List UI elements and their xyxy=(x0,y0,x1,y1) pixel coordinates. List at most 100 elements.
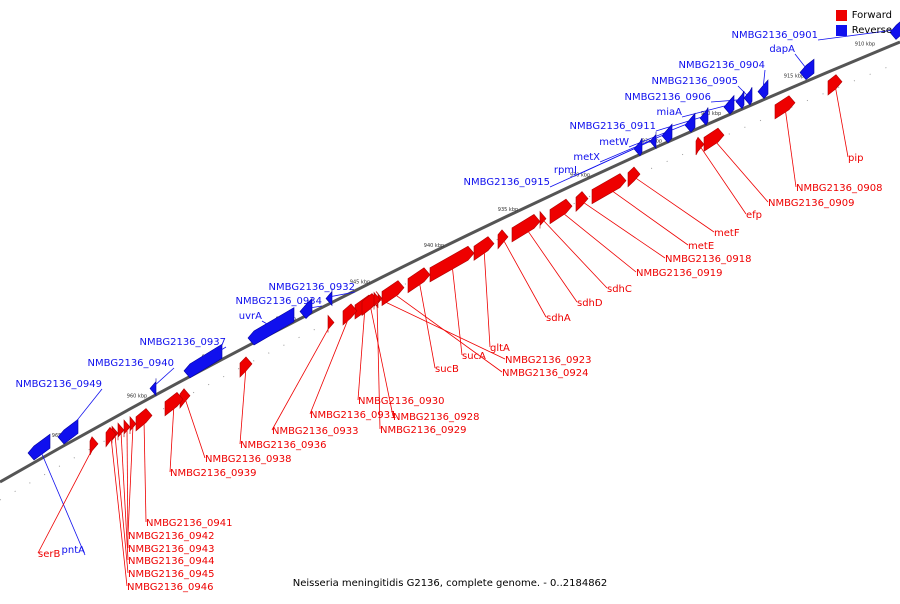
backbone-line xyxy=(0,40,900,484)
forward-gene-label-leader xyxy=(169,404,175,473)
forward-gene-label: NMBG2136_0930 xyxy=(358,396,444,407)
forward-gene-label: serB xyxy=(38,549,60,560)
forward-gene-label: NMBG2136_0945 xyxy=(128,569,214,580)
legend: Forward Reverse xyxy=(835,8,892,38)
reverse-gene-label: NMBG2136_0904 xyxy=(679,60,765,71)
reverse-gene-label: NMBG2136_0906 xyxy=(625,92,711,103)
forward-gene-label-leader xyxy=(608,188,689,246)
forward-gene-label-leader xyxy=(369,304,394,417)
reverse-gene-label: uvrA xyxy=(239,311,262,322)
reverse-gene-label-leader xyxy=(710,99,741,103)
reverse-gene-label: NMBG2136_0911 xyxy=(570,121,656,132)
legend-reverse: Reverse xyxy=(835,23,892,38)
tick-label: 945 kbp xyxy=(350,279,370,285)
tick-label: 930 kbp xyxy=(570,172,590,178)
reverse-gene-label: NMBG2136_0940 xyxy=(88,358,174,369)
forward-gene-label-leader xyxy=(127,425,134,536)
reverse-gene-label: metW xyxy=(599,137,629,148)
tick-label: 940 kbp xyxy=(424,243,444,249)
reverse-gene-label-leader xyxy=(202,346,227,362)
reverse-gene-label-leader xyxy=(681,104,730,118)
forward-gene-label-leader xyxy=(184,398,206,459)
forward-gene-label-leader xyxy=(309,314,351,415)
forward-gene-label-leader xyxy=(834,84,849,158)
forward-gene-label-leader xyxy=(633,176,715,233)
forward-gene-label: NMBG2136_0941 xyxy=(146,518,232,529)
reverse-gene-label: NMBG2136_0905 xyxy=(652,76,738,87)
forward-gene-label: pip xyxy=(848,153,863,164)
reverse-gene-label-leader xyxy=(655,115,705,132)
forward-gene-label: gltA xyxy=(490,343,510,354)
reverse-gene-label-leader xyxy=(794,53,808,70)
forward-gene-label: NMBG2136_0942 xyxy=(128,531,214,542)
forward-gene-label: NMBG2136_0944 xyxy=(128,556,214,567)
forward-gene-label: NMBG2136_0943 xyxy=(128,544,214,555)
forward-gene-label: sucA xyxy=(462,351,486,362)
reverse-gene-label-leader xyxy=(38,446,86,556)
forward-gene-label: NMBG2136_0931 xyxy=(310,410,396,421)
reverse-swatch xyxy=(835,25,847,36)
forward-gene-label: NMBG2136_0929 xyxy=(380,425,466,436)
reverse-gene-label: NMBG2136_0934 xyxy=(236,296,322,307)
forward-gene-label: metF xyxy=(714,228,740,239)
reverse-gene-label-leader xyxy=(817,29,897,41)
reverse-gene-label-leader xyxy=(328,291,356,298)
reverse-gene-label-leader xyxy=(305,305,323,309)
forward-gene-label: NMBG2136_0946 xyxy=(127,582,213,593)
tick-label: 915 kbp xyxy=(784,73,804,79)
reverse-gene-label: dapA xyxy=(769,44,795,55)
reverse-gene-label: NMBG2136_0915 xyxy=(464,177,550,188)
forward-gene-label-leader xyxy=(110,436,128,587)
forward-swatch xyxy=(835,10,847,21)
forward-gene-label-leader xyxy=(143,419,147,523)
reverse-gene-label-leader xyxy=(762,69,766,90)
reverse-gene-label-leader xyxy=(67,388,103,432)
forward-gene-label: NMBG2136_0919 xyxy=(636,268,722,279)
forward-gene xyxy=(179,388,191,409)
forward-gene-label-leader xyxy=(525,227,578,303)
forward-gene xyxy=(774,95,796,120)
forward-gene-label-leader xyxy=(271,323,332,431)
forward-gene-label-leader xyxy=(542,219,608,289)
tick-label: 960 kbp xyxy=(127,393,147,399)
tick-label: 920 kbp xyxy=(701,111,721,117)
reverse-gene-label: NMBG2136_0937 xyxy=(140,337,226,348)
forward-gene-label: sucB xyxy=(435,364,459,375)
reverse-gene-label: NMBG2136_0949 xyxy=(16,379,102,390)
forward-gene-label-leader xyxy=(418,280,436,369)
reverse-gene-label: NMBG2136_0901 xyxy=(732,30,818,41)
reverse-gene-label-leader xyxy=(549,146,639,188)
forward-gene-label-leader xyxy=(451,264,463,356)
forward-gene-label-leader xyxy=(239,366,247,445)
forward-gene-label: NMBG2136_0938 xyxy=(205,454,291,465)
forward-gene-label: NMBG2136_0908 xyxy=(796,183,882,194)
forward-gene-label-leader xyxy=(376,300,381,430)
tick-label: 910 kbp xyxy=(855,41,875,47)
legend-forward-label: Forward xyxy=(851,10,892,21)
reverse-gene-label-leader xyxy=(261,320,272,327)
reverse-gene-label-leader xyxy=(737,85,749,97)
reverse-gene-label: miaA xyxy=(657,107,683,118)
forward-gene-label-leader xyxy=(560,211,637,273)
forward-gene-label-leader xyxy=(502,239,547,318)
genome-caption: Neisseria meningitidis G2136, complete g… xyxy=(292,578,608,589)
forward-gene-label-leader xyxy=(713,139,769,203)
forward-gene-label: NMBG2136_0909 xyxy=(768,198,854,209)
forward-gene-label: NMBG2136_0933 xyxy=(272,426,358,437)
reverse-gene-label: metX xyxy=(573,152,600,163)
forward-gene-label: NMBG2136_0918 xyxy=(665,254,751,265)
forward-gene-label-leader xyxy=(784,107,797,188)
forward-gene-label: NMBG2136_0923 xyxy=(505,355,591,366)
reverse-gene-label: rpmJ xyxy=(554,165,577,176)
forward-gene-label-leader xyxy=(392,292,503,373)
forward-gene-label-leader xyxy=(483,248,491,348)
reverse-gene-label: pntA xyxy=(62,545,86,556)
forward-gene-label-leader xyxy=(581,201,666,259)
forward-gene-label-leader xyxy=(126,428,129,549)
forward-gene-label: NMBG2136_0928 xyxy=(393,412,479,423)
reverse-gene-label-leader xyxy=(152,367,175,388)
forward-gene-label: efp xyxy=(746,210,762,221)
forward-gene-label: sdhD xyxy=(577,298,603,309)
